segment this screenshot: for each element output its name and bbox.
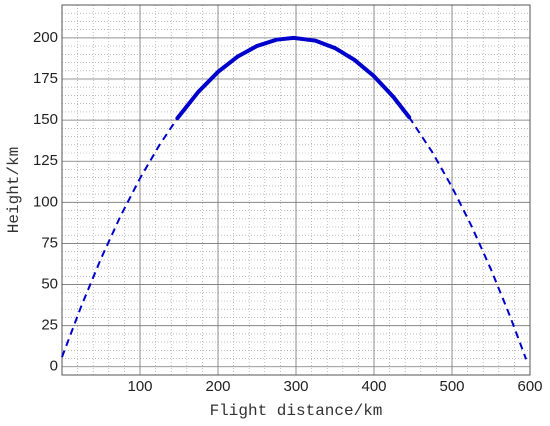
x-tick-label: 300 xyxy=(283,378,308,395)
y-axis-title: Height/km xyxy=(5,147,23,233)
y-tick-label: 0 xyxy=(50,358,58,375)
x-tick-label: 600 xyxy=(517,378,542,395)
x-tick-label: 200 xyxy=(205,378,230,395)
trajectory-line xyxy=(175,35,412,121)
y-tick-label: 200 xyxy=(33,29,58,46)
y-tick-label: 50 xyxy=(41,276,58,293)
y-tick-label: 75 xyxy=(41,234,58,251)
y-tick-label: 150 xyxy=(33,111,58,128)
y-tick-label: 125 xyxy=(33,152,58,169)
x-tick-label: 400 xyxy=(361,378,386,395)
y-tick-label: 25 xyxy=(41,317,58,334)
plot-frame xyxy=(61,4,531,376)
trajectory-line xyxy=(61,116,528,360)
x-tick-label: 500 xyxy=(439,378,464,395)
y-tick-label: 175 xyxy=(33,70,58,87)
y-tick-label: 100 xyxy=(33,193,58,210)
x-axis-title: Flight distance/km xyxy=(210,402,383,420)
x-tick-label: 100 xyxy=(127,378,152,395)
